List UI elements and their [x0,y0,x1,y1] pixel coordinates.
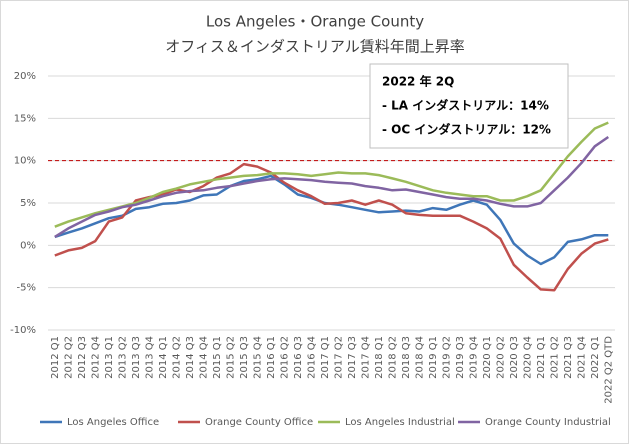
x-tick-label: 2015 Q4 [252,336,263,379]
x-tick-label: 2019 Q2 [441,336,452,379]
x-tick-label: 2021 Q3 [563,336,574,379]
x-tick-label: 2016 Q2 [279,336,290,379]
x-tick-label: 2014 Q1 [158,336,169,379]
x-tick-label: 2012 Q4 [90,336,101,379]
chart-subtitle: オフィス＆インダストリアル賃料年間上昇率 [165,38,465,56]
x-tick-label: 2018 Q3 [401,336,412,379]
x-tick-label: 2014 Q2 [171,336,182,379]
y-tick-label: -5% [17,283,36,294]
x-tick-label: 2019 Q4 [468,336,479,379]
x-tick-label: 2017 Q2 [333,336,344,379]
x-tick-label: 2020 Q3 [509,336,520,379]
x-tick-label: 2018 Q2 [387,336,398,379]
x-tick-label: 2012 Q3 [77,336,88,379]
legend-label: Orange County Office [205,417,313,428]
x-tick-label: 2017 Q1 [320,336,331,379]
x-tick-label: 2018 Q4 [414,336,425,379]
x-tick-label: 2013 Q3 [131,336,142,379]
x-tick-label: 2014 Q4 [198,336,209,379]
x-tick-label: 2021 Q4 [576,336,587,379]
x-tick-label: 2016 Q3 [293,336,304,379]
x-tick-label: 2021 Q2 [549,336,560,379]
x-tick-label: 2016 Q4 [306,336,317,379]
x-tick-label: 2015 Q2 [225,336,236,379]
x-tick-label: 2020 Q4 [522,336,533,379]
x-tick-label: 2018 Q1 [374,336,385,379]
x-tick-label: 2017 Q3 [347,336,358,379]
y-tick-label: 10% [14,156,36,167]
y-tick-label: -10% [10,325,36,336]
y-tick-label: 20% [14,71,36,82]
x-tick-label: 2013 Q4 [144,336,155,379]
x-tick-label: 2021 Q1 [536,336,547,379]
annotation-title: 2022 年 2Q [382,74,454,89]
series-line [54,121,609,228]
x-tick-label: 2015 Q1 [212,336,223,379]
x-tick-label: 2012 Q1 [50,336,61,379]
x-tick-label: 2019 Q3 [455,336,466,379]
x-tick-label: 2019 Q1 [428,336,439,379]
x-tick-label: 2017 Q4 [360,336,371,379]
legend-label: Orange County Industrial [485,417,611,428]
series-line [54,135,610,238]
x-tick-label: 2022 Q1 [590,336,601,379]
y-tick-label: 0% [20,240,36,251]
annotation-box [369,63,569,149]
x-tick-label: 2015 Q3 [239,336,250,379]
x-tick-label: 2016 Q1 [266,336,277,379]
y-tick-label: 5% [20,198,36,209]
y-tick-label: 15% [14,113,36,124]
chart-title: Los Angeles・Orange County [206,13,424,31]
legend-label: Los Angeles Industrial [345,417,455,428]
x-tick-label: 2012 Q2 [63,336,74,379]
x-tick-label: 2020 Q2 [495,336,506,379]
annotation-line: - LA インダストリアル：14% [382,98,549,113]
annotation-line: - OC インダストリアル：12% [382,122,551,137]
x-tick-label: 2013 Q2 [117,336,128,379]
x-tick-label: 2020 Q1 [482,336,493,379]
x-tick-label: 2022 Q2 QTD [603,336,614,404]
x-tick-label: 2013 Q1 [104,336,115,379]
legend-label: Los Angeles Office [67,417,159,428]
x-tick-label: 2014 Q3 [185,336,196,379]
